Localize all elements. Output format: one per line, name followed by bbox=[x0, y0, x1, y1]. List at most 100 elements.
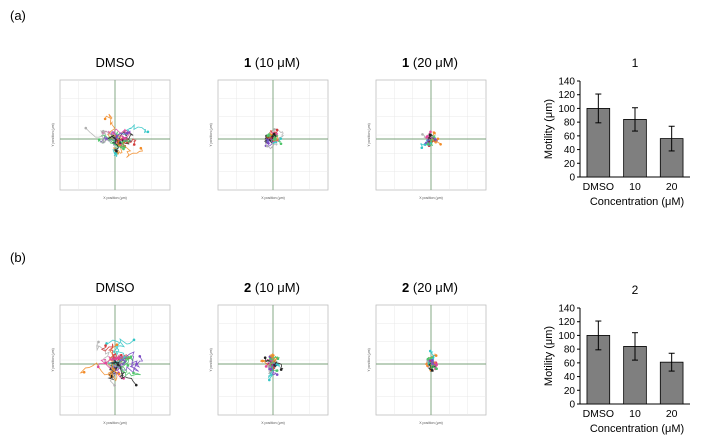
track-ylabel: Y position (μm) bbox=[209, 348, 213, 372]
track-endpoint bbox=[423, 143, 427, 146]
cell-track bbox=[108, 362, 120, 382]
track-plot-a-20: X position (μm) Y position (μm) bbox=[367, 79, 487, 200]
y-tick-label: 140 bbox=[558, 304, 575, 315]
track-endpoint bbox=[139, 146, 143, 150]
track-endpoint bbox=[279, 137, 283, 140]
x-tick-label: 10 bbox=[629, 408, 641, 420]
x-tick-label: DMSO bbox=[583, 181, 615, 193]
track-endpoint bbox=[432, 131, 436, 134]
track-xlabel: X position (μm) bbox=[261, 196, 285, 200]
track-plot-a-10: X position (μm) Y position (μm) bbox=[209, 79, 329, 200]
cell-track bbox=[114, 130, 131, 141]
cell-track bbox=[272, 361, 284, 370]
track-endpoint bbox=[435, 367, 438, 371]
y-tick-label: 80 bbox=[564, 118, 576, 129]
track-endpoint bbox=[435, 363, 438, 367]
track-endpoint bbox=[431, 369, 434, 372]
track-endpoint bbox=[96, 365, 100, 369]
chart-title: 2 bbox=[632, 283, 639, 297]
y-tick-label: 40 bbox=[564, 372, 576, 383]
track-endpoint bbox=[429, 130, 432, 134]
track-endpoint bbox=[105, 137, 108, 141]
track-endpoint bbox=[134, 383, 138, 387]
track-endpoint bbox=[132, 338, 136, 342]
track-endpoint bbox=[279, 142, 283, 146]
track-title-b-dmso: DMSO bbox=[95, 280, 135, 295]
panel-label-a: (a) bbox=[10, 8, 26, 23]
track-plot-b-dmso: X position (μm) Y position (μm) bbox=[51, 304, 171, 425]
cell-track bbox=[108, 134, 131, 150]
track-title-a-10: 1 (10 μM) bbox=[244, 55, 300, 70]
cell-track bbox=[107, 134, 119, 152]
track-ylabel: Y position (μm) bbox=[51, 123, 55, 147]
track-endpoint bbox=[428, 133, 432, 137]
track-endpoint bbox=[125, 132, 129, 135]
track-endpoint bbox=[273, 128, 276, 131]
track-endpoint bbox=[115, 343, 119, 347]
track-endpoint bbox=[126, 364, 130, 367]
y-tick-label: 140 bbox=[558, 77, 575, 88]
y-tick-label: 60 bbox=[564, 131, 576, 142]
track-endpoint bbox=[426, 142, 430, 146]
cell-track bbox=[105, 353, 124, 365]
track-endpoint bbox=[97, 138, 101, 141]
track-endpoint bbox=[268, 378, 271, 382]
y-tick-label: 100 bbox=[558, 104, 575, 115]
track-endpoint bbox=[430, 358, 434, 362]
track-endpoint bbox=[275, 373, 279, 376]
y-axis-label: Motility (μm) bbox=[543, 326, 555, 386]
y-tick-label: 60 bbox=[564, 358, 576, 369]
cell-track bbox=[114, 363, 141, 377]
chart-title: 1 bbox=[632, 56, 639, 70]
x-tick-label: DMSO bbox=[583, 408, 615, 420]
y-tick-label: 20 bbox=[564, 386, 576, 397]
track-ylabel: Y position (μm) bbox=[367, 348, 371, 372]
track-endpoint bbox=[138, 355, 142, 358]
track-endpoint bbox=[434, 354, 438, 357]
track-endpoint bbox=[264, 365, 268, 368]
track-endpoint bbox=[436, 137, 440, 141]
track-endpoint bbox=[266, 141, 270, 145]
track-endpoint bbox=[117, 372, 121, 376]
y-tick-label: 120 bbox=[558, 90, 575, 101]
track-endpoint bbox=[425, 136, 428, 139]
cell-track bbox=[110, 134, 143, 158]
track-title-a-dmso: DMSO bbox=[95, 55, 135, 70]
track-endpoint bbox=[265, 144, 269, 148]
track-xlabel: X position (μm) bbox=[419, 196, 443, 200]
track-endpoint bbox=[103, 117, 107, 121]
y-tick-label: 40 bbox=[564, 145, 576, 156]
cell-track bbox=[428, 362, 437, 370]
track-endpoint bbox=[114, 151, 117, 155]
track-ylabel: Y position (μm) bbox=[367, 123, 371, 147]
track-plot-a-dmso: X position (μm) Y position (μm) bbox=[51, 79, 171, 200]
track-endpoint bbox=[104, 344, 107, 347]
track-endpoint bbox=[439, 142, 442, 146]
track-endpoint bbox=[113, 384, 116, 387]
track-endpoint bbox=[428, 349, 432, 353]
track-endpoint bbox=[115, 149, 118, 153]
track-xlabel: X position (μm) bbox=[103, 421, 127, 425]
y-tick-label: 0 bbox=[569, 400, 575, 411]
cell-track bbox=[427, 138, 434, 147]
cell-track bbox=[268, 361, 278, 373]
track-ylabel: Y position (μm) bbox=[209, 123, 213, 147]
track-endpoint bbox=[421, 133, 424, 136]
y-tick-label: 120 bbox=[558, 317, 575, 328]
x-axis-label: Concentration (μM) bbox=[590, 423, 684, 435]
track-endpoint bbox=[420, 146, 424, 150]
y-axis-label: Motility (μm) bbox=[543, 99, 555, 159]
track-endpoint bbox=[272, 354, 275, 357]
track-endpoint bbox=[279, 368, 283, 371]
y-tick-label: 20 bbox=[564, 159, 576, 170]
cell-track bbox=[100, 343, 118, 365]
track-endpoint bbox=[97, 340, 100, 344]
track-endpoint bbox=[261, 359, 264, 363]
cell-track bbox=[114, 351, 141, 372]
y-tick-label: 0 bbox=[569, 173, 575, 184]
x-tick-label: 10 bbox=[629, 181, 641, 193]
cell-track bbox=[85, 127, 116, 144]
x-axis-label: Concentration (μM) bbox=[590, 196, 684, 208]
track-xlabel: X position (μm) bbox=[103, 196, 127, 200]
